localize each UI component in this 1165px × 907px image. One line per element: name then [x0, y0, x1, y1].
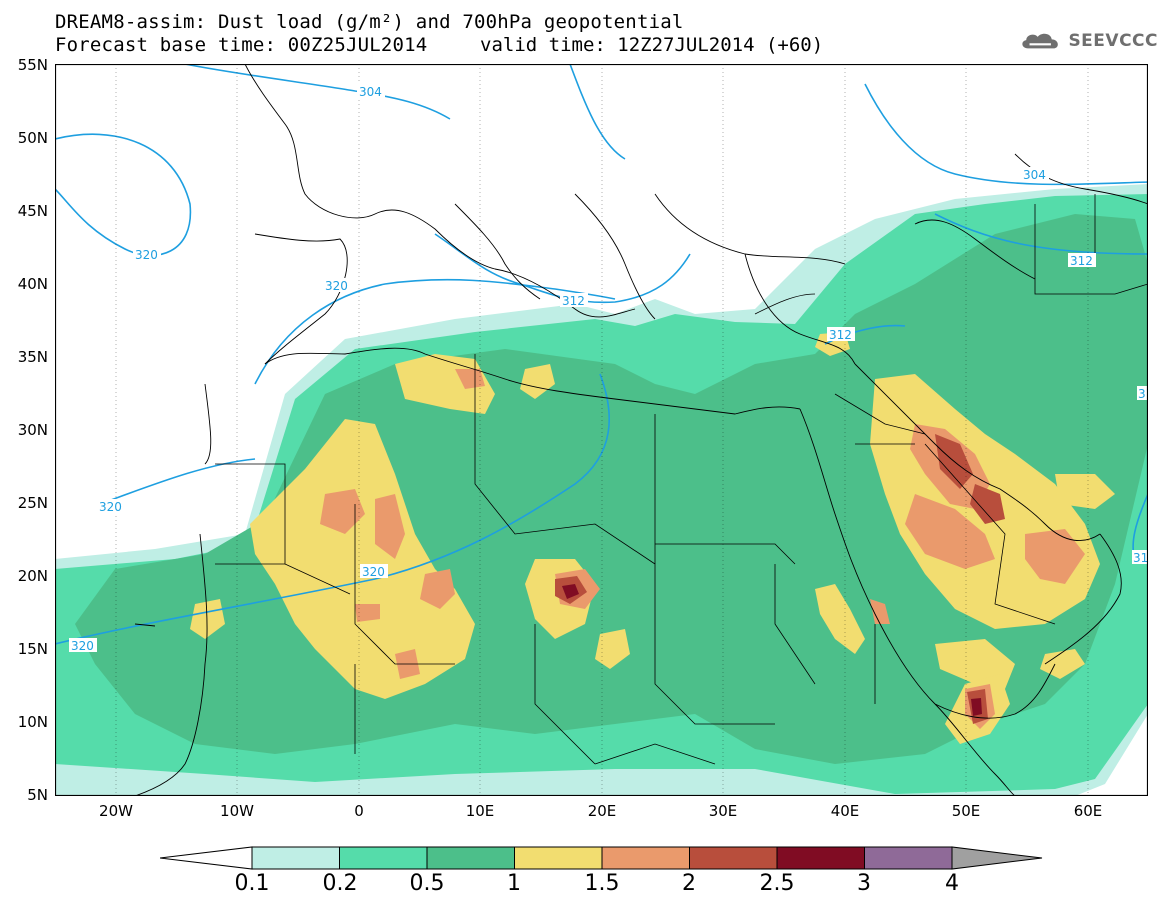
lon-label-0: 0: [354, 802, 364, 820]
map-frame: [55, 64, 1148, 796]
lat-label-35n: 35N: [17, 348, 48, 366]
colorbar-tick-4: 4: [945, 871, 959, 896]
contour-label-320-sahara: 320: [362, 565, 385, 579]
colorbar: [160, 846, 1043, 870]
lat-label-30n: 30N: [17, 421, 48, 439]
lat-label-25n: 25N: [17, 494, 48, 512]
colorbar-box-2.5: [776, 846, 865, 870]
contour-label-312-east: 312: [1133, 551, 1148, 565]
lat-label-45n: 45N: [17, 202, 48, 220]
map-canvas: 304 320 320 312 320 320 312 304 312 312 …: [55, 64, 1148, 796]
colorbar-box-3: [864, 846, 953, 870]
logo-text: SEEVCCC: [1068, 31, 1158, 51]
lat-label-40n: 40N: [17, 275, 48, 293]
lat-label-20n: 20N: [17, 567, 48, 585]
contour-label-320-atlantic: 320: [99, 500, 122, 514]
colorbar-tick-0.2: 0.2: [322, 871, 358, 896]
colorbar-tick-2.5: 2.5: [759, 871, 795, 896]
lon-label-40e: 40E: [830, 802, 860, 820]
contour-label-312-edge: 312: [1138, 387, 1148, 401]
lon-label-10w: 10W: [220, 802, 254, 820]
lat-label-55n: 55N: [17, 56, 48, 74]
contour-label-304-north: 304: [359, 85, 382, 99]
political-borders: [215, 194, 1148, 765]
lon-label-20w: 20W: [99, 802, 133, 820]
lat-label-5n: 5N: [27, 786, 48, 804]
contour-label-312-levant: 312: [829, 328, 852, 342]
dust-load-map: 304 320 320 312 320 320 312 304 312 312 …: [55, 64, 1148, 796]
colorbar-tick-2: 2: [682, 871, 696, 896]
contour-label-320-southwest: 320: [71, 639, 94, 653]
cloud-icon: [1022, 33, 1058, 49]
lat-label-50n: 50N: [17, 129, 48, 147]
contour-label-312-caspian: 312: [1070, 254, 1093, 268]
colorbar-box-0.1: [251, 846, 340, 870]
contour-labels: 304 320 320 312 320 320 312 304 312 312 …: [69, 84, 1148, 653]
colorbar-box-0.5: [426, 846, 515, 870]
seevccc-logo: SEEVCCC: [1018, 26, 1158, 56]
valid-time: valid time: 12Z27JUL2014 (+60): [480, 34, 824, 56]
map-title: DREAM8-assim: Dust load (g/m²) and 700hP…: [55, 11, 684, 33]
lon-label-20e: 20E: [587, 802, 617, 820]
dust-level-2.5: [562, 584, 982, 716]
colorbar-over: [951, 846, 1043, 870]
colorbar-box-1: [514, 846, 603, 870]
lon-label-50e: 50E: [951, 802, 981, 820]
colorbar-boxes: [251, 846, 953, 870]
lon-label-10e: 10E: [465, 802, 495, 820]
contour-label-320-iberia: 320: [325, 279, 348, 293]
forecast-base-time: Forecast base time: 00Z25JUL2014: [55, 34, 428, 56]
colorbar-tick-1.5: 1.5: [584, 871, 620, 896]
colorbar-box-1.5: [601, 846, 690, 870]
coastlines: [134, 64, 1148, 796]
contour-label-320-west: 320: [135, 248, 158, 262]
colorbar-tick-0.5: 0.5: [409, 871, 445, 896]
lat-label-10n: 10N: [17, 713, 48, 731]
contour-label-304-east: 304: [1023, 168, 1046, 182]
colorbar-tick-0.1: 0.1: [234, 871, 270, 896]
lon-label-30e: 30E: [708, 802, 738, 820]
colorbar-tick-3: 3: [857, 871, 871, 896]
colorbar-tick-1: 1: [507, 871, 521, 896]
lat-label-15n: 15N: [17, 640, 48, 658]
colorbar-box-0.2: [339, 846, 428, 870]
colorbar-box-2: [689, 846, 778, 870]
lon-label-60e: 60E: [1073, 802, 1103, 820]
contour-label-312-med: 312: [562, 294, 585, 308]
colorbar-under: [160, 846, 253, 870]
